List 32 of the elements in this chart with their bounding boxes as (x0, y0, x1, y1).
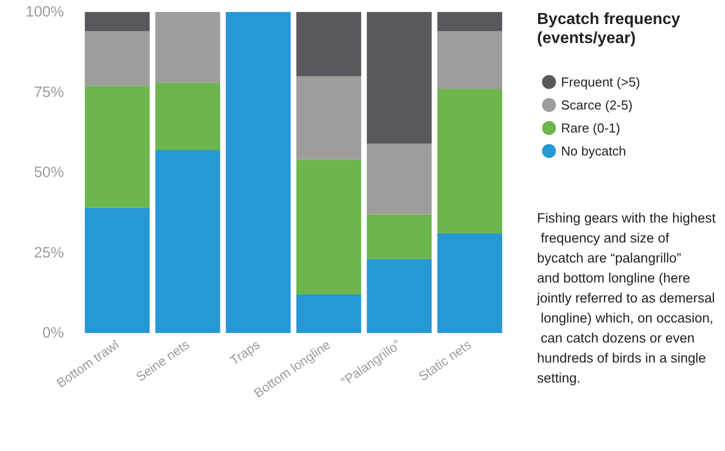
bar (437, 233, 502, 333)
y-tick-label: 75% (34, 84, 64, 101)
bar (437, 12, 502, 32)
bar (226, 12, 291, 333)
bar (296, 160, 362, 294)
y-tick-label: 25% (34, 244, 64, 262)
bar (437, 31, 502, 90)
bar (296, 294, 362, 333)
bar (437, 89, 502, 234)
bar (84, 31, 150, 86)
legend-label: Scarce (2-5) (561, 98, 633, 112)
legend-title: Bycatch frequency (events/year) (537, 11, 685, 47)
y-tick-label: 50% (34, 164, 64, 181)
bar (84, 86, 150, 208)
bar (366, 214, 432, 260)
bar (84, 12, 150, 32)
bar (296, 76, 362, 160)
bar (155, 150, 220, 333)
bar (155, 12, 220, 83)
bar (84, 208, 150, 333)
x-tick-label: Traps (227, 336, 263, 368)
y-tick-label: 100% (26, 4, 64, 20)
bar (155, 82, 220, 150)
bar (366, 259, 432, 333)
legend-label: No bycatch (561, 144, 626, 158)
y-tick-label: 0% (42, 324, 64, 342)
legend-label: Frequent (>5) (561, 74, 640, 90)
bar (366, 144, 432, 214)
legend-label: Rare (0-1) (561, 120, 620, 136)
bar (296, 12, 362, 76)
text: Fishing gears with the highest frequency and size of bycatch are “palangrillo” and bottom longline (here jointly referred to as demersal longline) which, on occasion, can catch dozens or even hundreds of birds in a single setting. (537, 210, 716, 386)
bar (366, 12, 432, 144)
